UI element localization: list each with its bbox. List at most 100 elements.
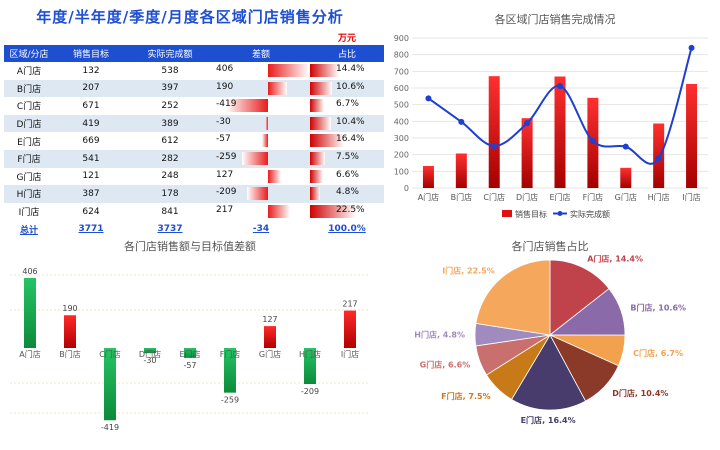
pie-label-store: G门店	[420, 359, 443, 369]
x-tick-label: I门店	[682, 192, 700, 202]
pie-label: F门店, 7.5%	[441, 391, 490, 401]
pie-label-percent: , 14.4%	[609, 255, 643, 264]
share-value: 10.6%	[336, 81, 365, 92]
share-databar	[310, 99, 324, 113]
pie-label: I门店, 22.5%	[442, 265, 495, 275]
actual-cell: 389	[128, 114, 212, 133]
chart3-title: 各门店销售占比	[511, 240, 589, 253]
unit-label: 万元	[338, 34, 357, 44]
pie-label: D门店, 10.4%	[612, 388, 668, 398]
y-tick-label: 900	[394, 34, 409, 43]
total-target: 3771	[78, 224, 104, 235]
diff-databar	[247, 187, 268, 201]
target-cell: 419	[54, 114, 128, 133]
store-cell: G门店	[16, 172, 42, 183]
diff-databar	[268, 81, 288, 95]
diff-cell: -209	[212, 185, 310, 203]
table-row: I门店 624 841 217 22.5%	[4, 203, 384, 221]
legend-label-target: 销售目标	[515, 209, 547, 219]
target-bar	[554, 76, 566, 188]
table-body: A门店 132 538 406 14.4% B门店 207 397 190 10.6% C门店 671…	[4, 62, 384, 238]
target-cell: 541	[54, 149, 128, 168]
diff-databar	[268, 169, 281, 183]
store-cell: F门店	[4, 149, 54, 168]
actual-cell: 841	[161, 206, 179, 217]
share-pie-chart: A门店, 14.4% B门店, 10.6% C门店, 6.7% D门店, 10.4% E…	[414, 255, 686, 425]
target-bar	[620, 167, 632, 188]
difference-value-label: -259	[221, 396, 239, 405]
legend-swatch-target	[502, 210, 512, 217]
difference-bar	[184, 348, 196, 358]
share-databar	[310, 64, 340, 77]
share-value: 22.5%	[336, 204, 365, 215]
diff-databar	[262, 134, 268, 148]
table-header-row: 区域/分店 销售目标 实际完成额 差额 占比	[4, 45, 384, 62]
diff-value: -259	[216, 151, 237, 162]
total-diff: -34	[252, 224, 270, 235]
target-cell: 132	[82, 65, 100, 76]
diff-value: 217	[216, 204, 234, 215]
diff-cell: 217	[212, 203, 310, 221]
pie-label-store: I门店	[442, 265, 461, 275]
diff-databar	[268, 64, 309, 77]
difference-value-label: -57	[183, 361, 196, 370]
actual-point	[589, 138, 596, 144]
target-bar	[488, 76, 500, 188]
pie-label: B门店, 10.6%	[630, 302, 686, 312]
share-cell: 6.6%	[310, 168, 384, 186]
share-value: 6.6%	[336, 169, 359, 180]
actual-cell: 282	[128, 149, 212, 168]
sales-table: 区域/分店 销售目标 实际完成额 差额 占比 A门店 132 538 406 14.4%…	[4, 45, 384, 238]
diff-value: -57	[216, 134, 231, 145]
pie-slice	[475, 259, 551, 336]
table-row: E门店 669 612 -57 16.4%	[4, 132, 384, 150]
share-databar	[310, 204, 356, 218]
share-databar	[310, 116, 332, 130]
y-tick-label: 400	[394, 117, 409, 126]
x-tick-label: F门店	[583, 192, 604, 202]
share-cell: 16.4%	[310, 132, 384, 150]
x-tick-label: A门店	[418, 192, 439, 202]
pie-slice	[549, 259, 610, 336]
legend-label-actual: 实际完成额	[570, 209, 610, 219]
diff-databar	[264, 116, 268, 130]
table-row: H门店 387 178 -209 4.8%	[4, 185, 384, 203]
actual-point	[524, 120, 531, 127]
share-databar	[310, 81, 332, 95]
diff-value: -30	[216, 116, 231, 127]
actual-cell: 612	[161, 136, 179, 147]
pie-slice	[511, 334, 587, 411]
category-label: H门店	[299, 349, 321, 359]
y-tick-label: 800	[394, 51, 409, 60]
difference-value-label: -209	[301, 387, 319, 396]
y-tick-label: 500	[394, 101, 409, 110]
pie-label-percent: , 16.4%	[542, 416, 576, 425]
x-tick-label: C门店	[483, 192, 505, 202]
diff-cell: -57	[212, 132, 310, 150]
share-value: 14.4%	[336, 64, 365, 74]
diff-cell: 127	[212, 168, 310, 186]
target-cell: 671	[82, 100, 100, 111]
difference-bar	[64, 315, 76, 348]
store-cell: B门店	[4, 79, 54, 98]
store-cell: H门店	[4, 185, 54, 203]
page-title: 年度/半年度/季度/月度各区域门店销售分析	[36, 8, 344, 26]
x-tick-label: H门店	[648, 192, 670, 202]
share-databar	[310, 151, 326, 165]
share-cell: 14.4%	[310, 62, 384, 80]
pie-label-store: D门店	[612, 388, 635, 398]
difference-bar	[144, 348, 156, 354]
total-actual: 3737	[157, 224, 183, 235]
share-cell: 22.5%	[310, 203, 384, 221]
target-bar	[455, 153, 467, 188]
share-value: 4.8%	[336, 187, 359, 198]
target-cell: 669	[82, 136, 100, 147]
pie-label-percent: , 6.6%	[442, 360, 470, 369]
share-cell: 10.4%	[310, 114, 384, 133]
pie-label-percent: , 4.8%	[437, 331, 465, 340]
total-row: 总计 3771 3737 -34 100.0%	[4, 220, 384, 238]
difference-value-label: 217	[342, 300, 357, 309]
diff-value: 190	[216, 81, 234, 92]
target-cell: 207	[54, 79, 128, 98]
pie-label-percent: , 10.6%	[652, 303, 686, 312]
